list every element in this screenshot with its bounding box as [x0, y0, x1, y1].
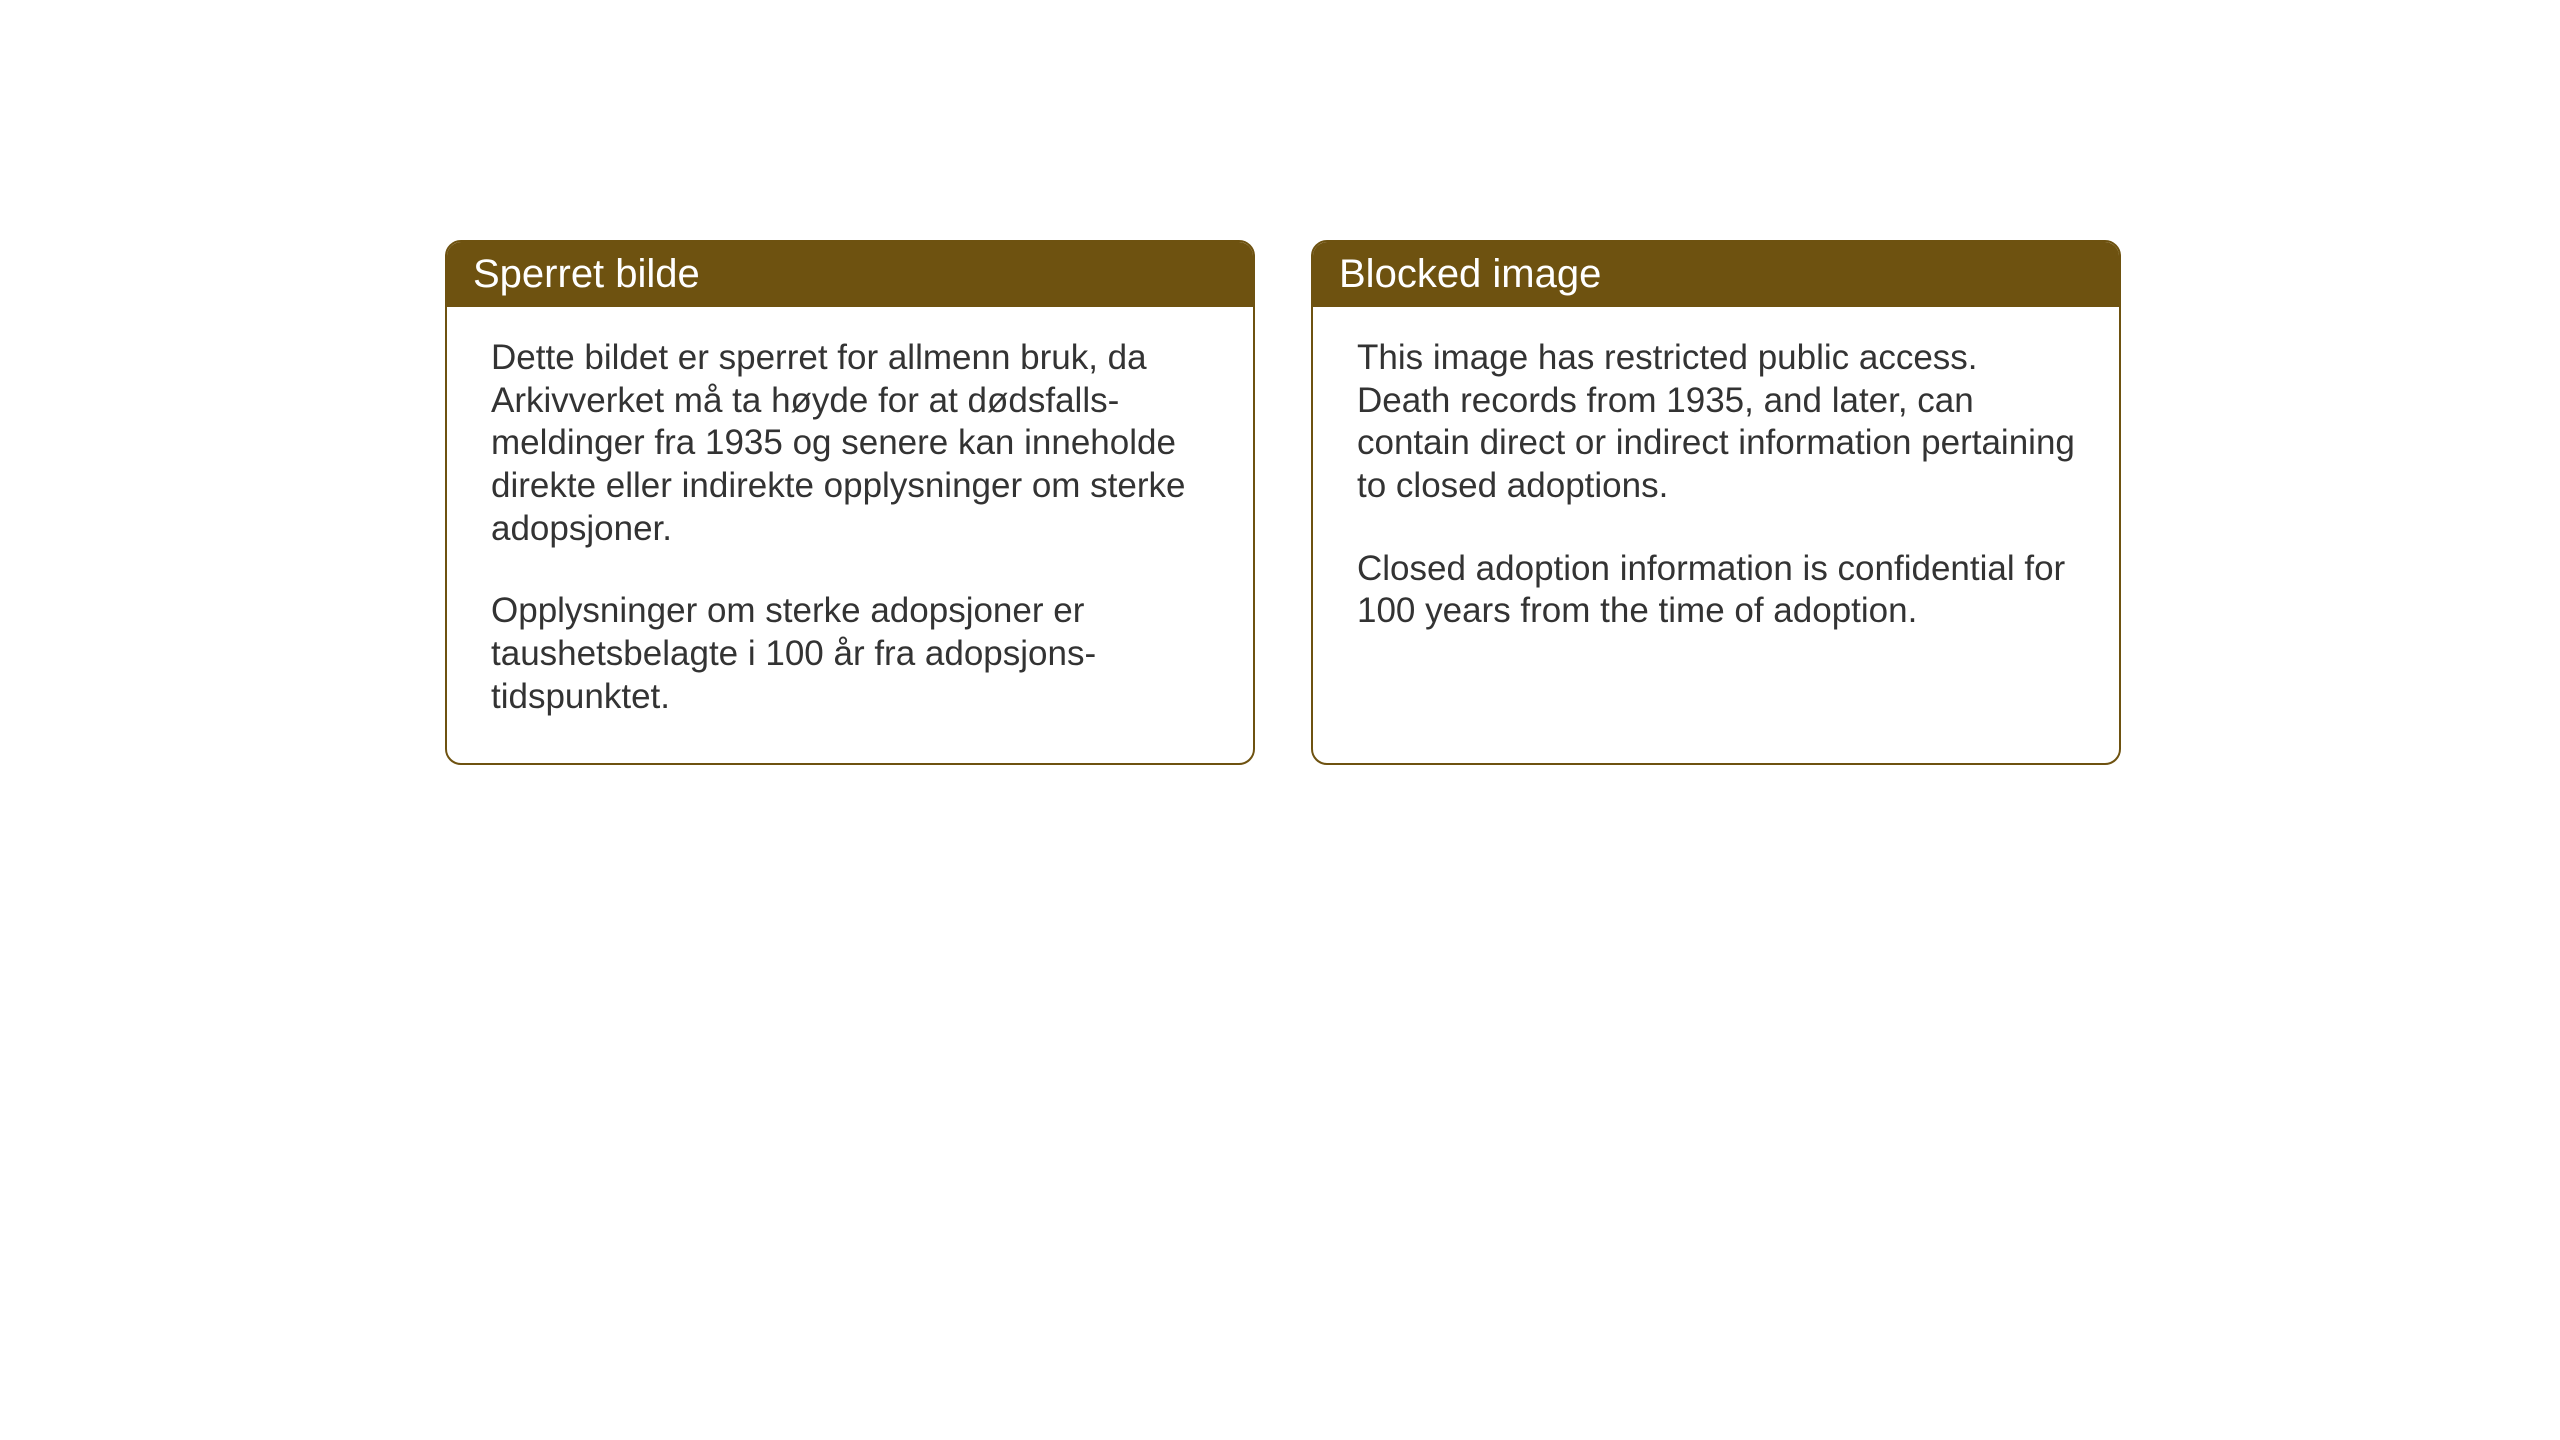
notice-card-norwegian: Sperret bilde Dette bildet er sperret fo…: [445, 240, 1255, 765]
card-body-norwegian: Dette bildet er sperret for allmenn bruk…: [447, 307, 1253, 763]
card-body-english: This image has restricted public access.…: [1313, 307, 2119, 747]
card-para1-norwegian: Dette bildet er sperret for allmenn bruk…: [491, 337, 1209, 550]
card-para1-english: This image has restricted public access.…: [1357, 337, 2075, 508]
card-header-norwegian: Sperret bilde: [447, 242, 1253, 307]
card-header-english: Blocked image: [1313, 242, 2119, 307]
card-para2-norwegian: Opplysninger om sterke adopsjoner er tau…: [491, 590, 1209, 718]
card-title-norwegian: Sperret bilde: [473, 252, 700, 296]
notice-card-english: Blocked image This image has restricted …: [1311, 240, 2121, 765]
notice-container: Sperret bilde Dette bildet er sperret fo…: [445, 240, 2121, 765]
card-title-english: Blocked image: [1339, 252, 1601, 296]
card-para2-english: Closed adoption information is confident…: [1357, 548, 2075, 633]
